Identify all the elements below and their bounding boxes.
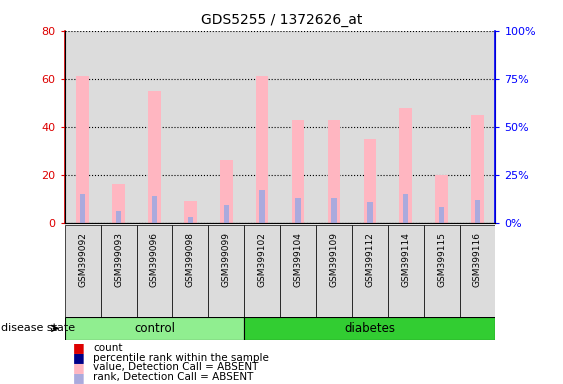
Text: GSM399096: GSM399096 xyxy=(150,232,159,287)
Bar xyxy=(256,76,269,223)
Bar xyxy=(220,161,233,223)
Bar xyxy=(475,200,480,223)
Bar xyxy=(112,184,125,223)
Text: diabetes: diabetes xyxy=(345,322,395,335)
Text: GSM399104: GSM399104 xyxy=(293,232,302,287)
Text: ■: ■ xyxy=(73,361,85,374)
Bar xyxy=(388,225,424,317)
Bar xyxy=(208,225,244,317)
Bar xyxy=(65,225,101,317)
Text: rank, Detection Call = ABSENT: rank, Detection Call = ABSENT xyxy=(93,372,253,382)
Text: disease state: disease state xyxy=(1,323,75,333)
Text: GSM399114: GSM399114 xyxy=(401,232,410,287)
Text: GSM399109: GSM399109 xyxy=(329,232,338,287)
Bar xyxy=(424,225,459,317)
Bar xyxy=(184,201,196,223)
Bar xyxy=(399,108,412,223)
Bar xyxy=(367,202,373,223)
Bar xyxy=(471,115,484,223)
Bar xyxy=(77,76,89,223)
Text: ■: ■ xyxy=(73,351,85,364)
Text: GSM399092: GSM399092 xyxy=(78,232,87,287)
Bar xyxy=(148,91,161,223)
Text: GSM399093: GSM399093 xyxy=(114,232,123,287)
Bar xyxy=(364,139,376,223)
Bar xyxy=(292,119,305,223)
Bar xyxy=(80,194,86,223)
Bar xyxy=(280,225,316,317)
Bar xyxy=(101,225,137,317)
Text: ■: ■ xyxy=(73,341,85,354)
Bar xyxy=(224,205,229,223)
Bar xyxy=(403,194,408,223)
Text: count: count xyxy=(93,343,122,353)
Text: percentile rank within the sample: percentile rank within the sample xyxy=(93,353,269,362)
Bar xyxy=(328,119,340,223)
Bar xyxy=(116,211,121,223)
Text: GSM399098: GSM399098 xyxy=(186,232,195,287)
Bar xyxy=(459,225,495,317)
Bar xyxy=(244,317,495,340)
Text: GSM399112: GSM399112 xyxy=(365,232,374,287)
Bar xyxy=(152,196,157,223)
Bar xyxy=(352,225,388,317)
Bar xyxy=(172,225,208,317)
Bar xyxy=(439,207,444,223)
Text: ■: ■ xyxy=(73,371,85,384)
Text: GSM399099: GSM399099 xyxy=(222,232,231,287)
Text: GSM399116: GSM399116 xyxy=(473,232,482,287)
Bar xyxy=(296,198,301,223)
Bar xyxy=(316,225,352,317)
Text: GDS5255 / 1372626_at: GDS5255 / 1372626_at xyxy=(201,13,362,27)
Text: value, Detection Call = ABSENT: value, Detection Call = ABSENT xyxy=(93,362,258,372)
Text: GSM399102: GSM399102 xyxy=(258,232,267,287)
Text: control: control xyxy=(134,322,175,335)
Bar xyxy=(65,317,244,340)
Text: GSM399115: GSM399115 xyxy=(437,232,446,287)
Bar xyxy=(137,225,172,317)
Bar xyxy=(187,217,193,223)
Bar xyxy=(435,175,448,223)
Bar xyxy=(244,225,280,317)
Bar xyxy=(260,190,265,223)
Bar xyxy=(331,198,337,223)
